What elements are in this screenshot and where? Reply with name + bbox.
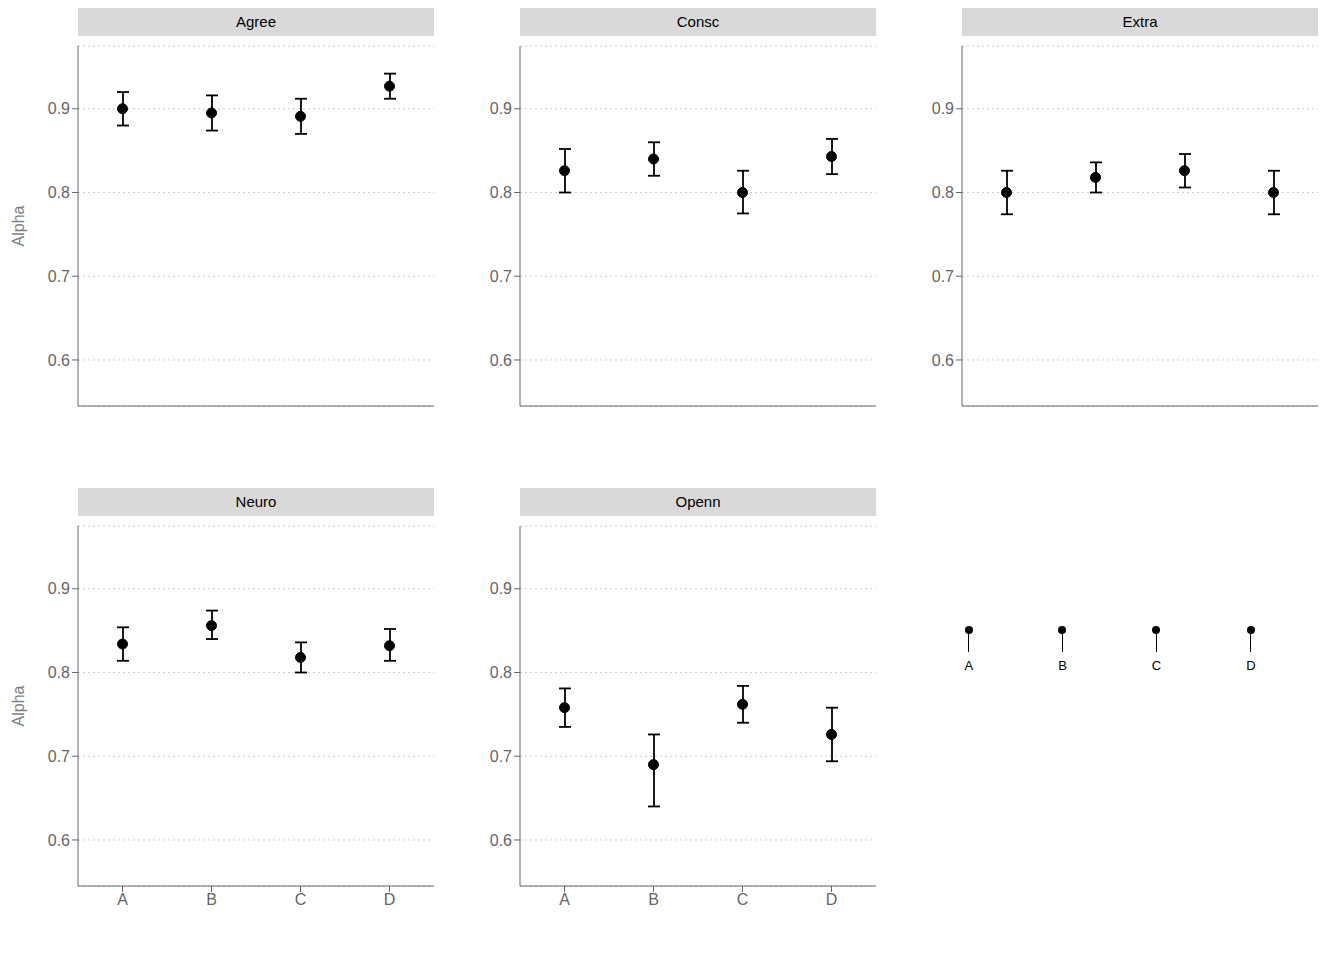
html-text:Openn: Openn [675, 493, 721, 510]
svg-text:0.8: 0.8 [932, 184, 954, 201]
svg-text:0.7: 0.7 [490, 268, 512, 285]
svg-text:C: C [737, 891, 749, 908]
svg-text:Alpha: Alpha [10, 685, 27, 726]
html-text:D: D [1246, 658, 1256, 673]
html-text:C: C [1151, 658, 1162, 673]
svg-text:0.7: 0.7 [932, 268, 954, 285]
svg-text:Alpha: Alpha [10, 205, 27, 246]
svg-text:A: A [559, 891, 570, 908]
svg-text:0.6: 0.6 [48, 352, 70, 369]
svg-text:0.8: 0.8 [490, 184, 512, 201]
svg-text:D: D [384, 891, 396, 908]
svg-text:0.9: 0.9 [48, 580, 70, 597]
svg-text:D: D [826, 891, 838, 908]
svg-text:0.7: 0.7 [48, 268, 70, 285]
svg-text:0.9: 0.9 [490, 100, 512, 117]
html-text:Agree: Agree [236, 13, 276, 30]
html-text:Consc: Consc [676, 13, 720, 30]
svg-text:0.7: 0.7 [490, 748, 512, 765]
html-text:Extra: Extra [1122, 13, 1158, 30]
svg-text:0.9: 0.9 [490, 580, 512, 597]
html-text:A: A [964, 658, 974, 673]
svg-text:B: B [206, 891, 217, 908]
svg-text:B: B [648, 891, 659, 908]
svg-text:A: A [117, 891, 128, 908]
html-text:B: B [1058, 658, 1067, 673]
svg-text:0.9: 0.9 [48, 100, 70, 117]
svg-text:0.6: 0.6 [48, 832, 70, 849]
svg-text:0.7: 0.7 [48, 748, 70, 765]
svg-text:0.8: 0.8 [490, 664, 512, 681]
svg-text:0.6: 0.6 [932, 352, 954, 369]
svg-text:0.8: 0.8 [48, 664, 70, 681]
svg-text:0.6: 0.6 [490, 832, 512, 849]
svg-text:0.8: 0.8 [48, 184, 70, 201]
svg-text:0.6: 0.6 [490, 352, 512, 369]
svg-text:C: C [295, 891, 307, 908]
html-text:Neuro: Neuro [235, 493, 277, 510]
svg-text:0.9: 0.9 [932, 100, 954, 117]
